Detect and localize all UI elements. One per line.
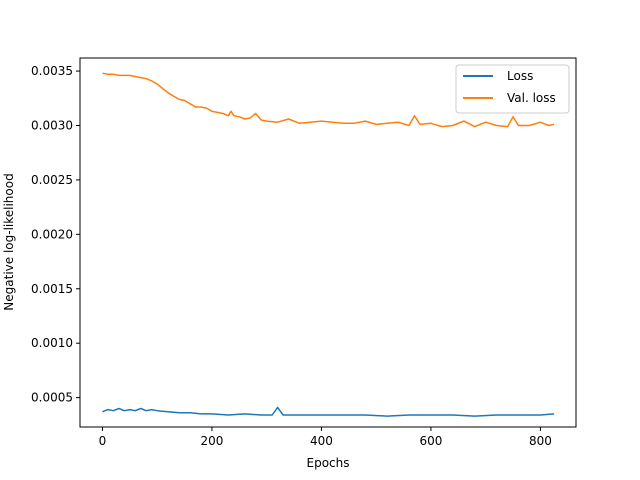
x-tick-label: 800 bbox=[529, 434, 552, 448]
legend-label-loss: Loss bbox=[507, 69, 533, 83]
x-tick-label: 0 bbox=[99, 434, 107, 448]
plot-area bbox=[80, 58, 576, 427]
y-tick-label: 0.0025 bbox=[31, 173, 73, 187]
legend[interactable]: Loss Val. loss bbox=[455, 64, 570, 114]
x-axis: 0 200 400 600 800 bbox=[99, 427, 552, 448]
y-tick-label: 0.0015 bbox=[31, 282, 73, 296]
y-axis: 0.0005 0.0010 0.0015 0.0020 0.0025 0.0030 0.00… bbox=[31, 64, 80, 405]
series-line-loss bbox=[102, 406, 555, 417]
series-line-val-loss bbox=[102, 72, 555, 128]
y-tick-label: 0.0035 bbox=[31, 64, 73, 78]
y-tick-label: 0.0020 bbox=[31, 227, 73, 241]
y-tick-label: 0.0030 bbox=[31, 118, 73, 132]
y-tick-label: 0.0005 bbox=[31, 391, 73, 405]
y-axis-label: Negative log-likelihood bbox=[2, 173, 16, 310]
series-group bbox=[102, 72, 555, 417]
y-tick-label: 0.0010 bbox=[31, 336, 73, 350]
x-axis-label: Epochs bbox=[307, 456, 350, 470]
x-tick-label: 200 bbox=[200, 434, 223, 448]
x-tick-label: 600 bbox=[419, 434, 442, 448]
x-tick-label: 400 bbox=[310, 434, 333, 448]
plot-frame bbox=[79, 57, 577, 428]
legend-label-val-loss: Val. loss bbox=[507, 91, 556, 105]
